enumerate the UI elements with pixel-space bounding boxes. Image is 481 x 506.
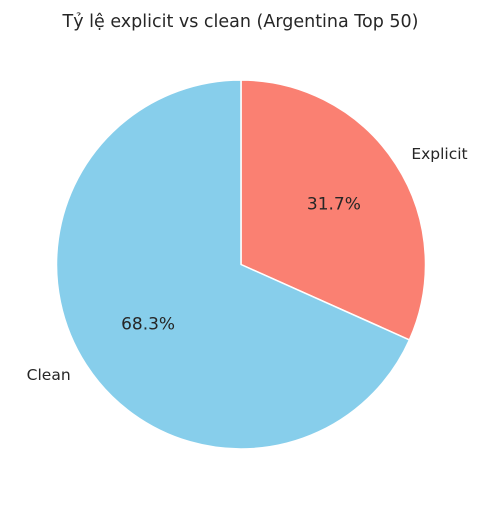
chart-title: Tỷ lệ explicit vs clean (Argentina Top 5… <box>62 12 419 32</box>
pie-slice-clean <box>55 79 411 450</box>
slice-label-clean: Clean <box>27 366 71 384</box>
pie-slice-explicit <box>240 79 427 341</box>
pie-slices <box>55 79 427 450</box>
slice-percent-explicit: 31.7% <box>307 194 361 214</box>
pie-labels: Explicit 31.7% Clean 68.3% <box>27 145 468 384</box>
slice-label-explicit: Explicit <box>411 145 467 163</box>
slice-percent-clean: 68.3% <box>121 315 175 335</box>
